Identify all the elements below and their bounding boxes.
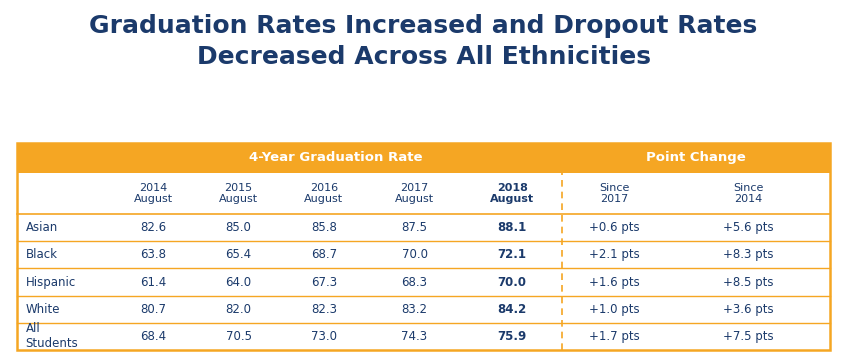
Text: Black: Black (25, 248, 58, 261)
Text: 75.9: 75.9 (497, 330, 527, 343)
Text: 85.0: 85.0 (225, 221, 252, 234)
Text: 82.0: 82.0 (225, 303, 252, 316)
Text: +3.6 pts: +3.6 pts (723, 303, 774, 316)
Text: 2017
August: 2017 August (395, 183, 435, 205)
Text: 83.2: 83.2 (401, 303, 428, 316)
Text: 2014
August: 2014 August (134, 183, 173, 205)
Text: 64.0: 64.0 (225, 276, 252, 288)
Text: 85.8: 85.8 (311, 221, 337, 234)
Text: Since
2014: Since 2014 (734, 183, 764, 205)
Text: 2016
August: 2016 August (304, 183, 343, 205)
Text: 65.4: 65.4 (225, 248, 252, 261)
Text: 72.1: 72.1 (498, 248, 527, 261)
Text: 70.0: 70.0 (401, 248, 428, 261)
Text: +8.5 pts: +8.5 pts (723, 276, 774, 288)
Text: 4-Year Graduation Rate: 4-Year Graduation Rate (249, 151, 423, 165)
Text: +8.3 pts: +8.3 pts (723, 248, 774, 261)
Text: 70.5: 70.5 (225, 330, 252, 343)
Text: 63.8: 63.8 (140, 248, 166, 261)
Text: 70.0: 70.0 (498, 276, 527, 288)
Bar (17, 143, 830, 173)
Text: 2018
August: 2018 August (490, 183, 534, 205)
Text: 68.7: 68.7 (311, 248, 337, 261)
Text: Since
2017: Since 2017 (600, 183, 630, 205)
Bar (17, 173, 830, 350)
Text: 84.2: 84.2 (497, 303, 527, 316)
Text: +1.0 pts: +1.0 pts (590, 303, 639, 316)
Text: 87.5: 87.5 (401, 221, 428, 234)
Bar (17, 143, 830, 350)
Text: 2015
August: 2015 August (219, 183, 258, 205)
Text: +2.1 pts: +2.1 pts (590, 248, 640, 261)
Text: Graduation Rates Increased and Dropout Rates
Decreased Across All Ethnicities: Graduation Rates Increased and Dropout R… (90, 14, 757, 69)
Text: 68.3: 68.3 (401, 276, 428, 288)
Text: 80.7: 80.7 (140, 303, 166, 316)
Text: +1.7 pts: +1.7 pts (590, 330, 640, 343)
Text: 88.1: 88.1 (497, 221, 527, 234)
Text: 68.4: 68.4 (140, 330, 166, 343)
Text: Asian: Asian (25, 221, 58, 234)
Text: +7.5 pts: +7.5 pts (723, 330, 774, 343)
Text: +1.6 pts: +1.6 pts (590, 276, 640, 288)
Text: 61.4: 61.4 (140, 276, 166, 288)
Text: Hispanic: Hispanic (25, 276, 75, 288)
Text: 67.3: 67.3 (311, 276, 337, 288)
Text: 82.6: 82.6 (140, 221, 166, 234)
Text: All
Students: All Students (25, 322, 78, 350)
Text: Point Change: Point Change (646, 151, 745, 165)
Text: +0.6 pts: +0.6 pts (590, 221, 639, 234)
Text: White: White (25, 303, 60, 316)
Text: +5.6 pts: +5.6 pts (723, 221, 774, 234)
Text: 82.3: 82.3 (311, 303, 337, 316)
Text: 74.3: 74.3 (401, 330, 428, 343)
Text: 73.0: 73.0 (311, 330, 337, 343)
